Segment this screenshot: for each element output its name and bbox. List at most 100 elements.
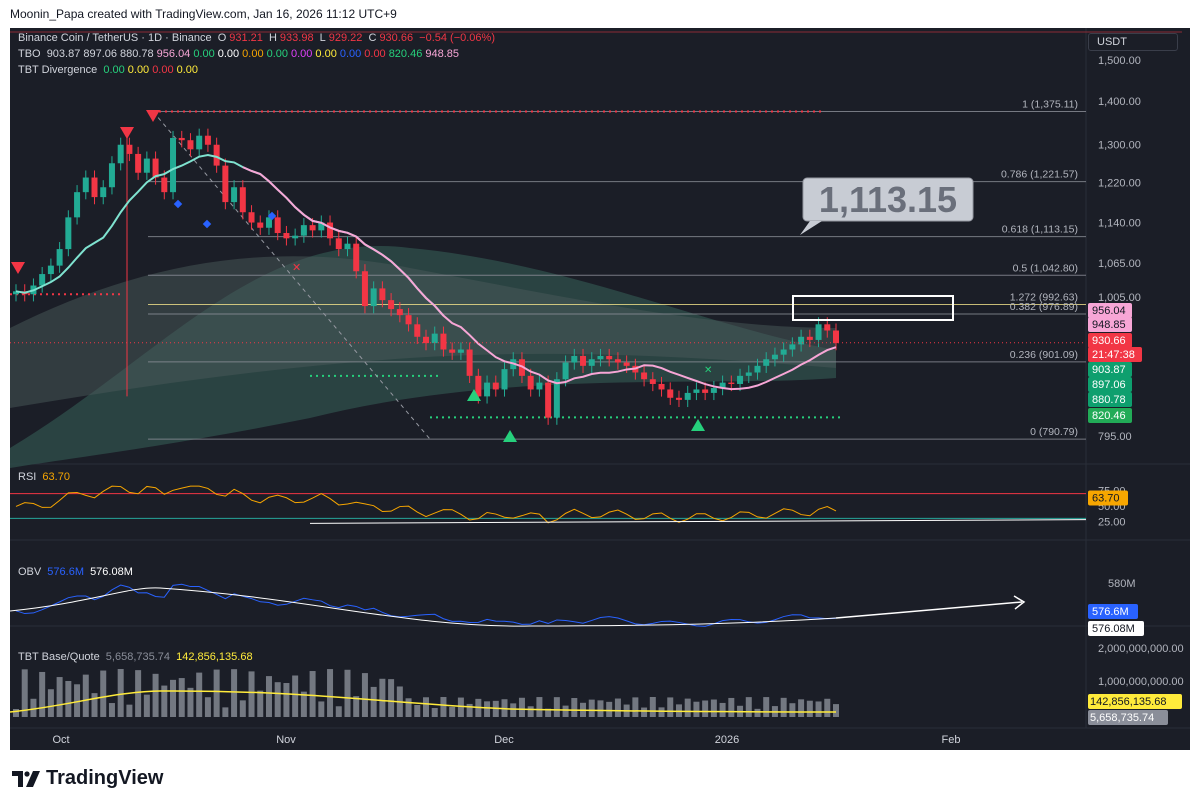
candle-body: [39, 274, 46, 286]
candle-body: [457, 349, 464, 353]
candle-body: [353, 243, 360, 272]
candle-body: [449, 349, 456, 353]
candle-body: [833, 330, 839, 344]
candle-body: [580, 355, 587, 366]
price-tag: 820.46: [1088, 408, 1132, 423]
candle-body: [675, 397, 682, 400]
buy-triangle-marker: [691, 419, 705, 431]
volume-bar: [344, 669, 351, 717]
candle-body: [135, 153, 142, 173]
volume-value: 5,658,735.74: [105, 651, 171, 663]
divergence-name: TBT Divergence: [18, 64, 98, 76]
diamond-marker: [267, 211, 277, 221]
price-tag: 903.87: [1088, 362, 1132, 377]
candle-body: [283, 233, 290, 239]
volume-bar: [658, 707, 665, 717]
volume-bar: [440, 697, 447, 717]
volume-bar: [248, 671, 255, 717]
candle-body: [492, 382, 499, 390]
buy-triangle-marker: [467, 389, 481, 401]
candle-body: [327, 222, 334, 239]
candle-body: [728, 382, 735, 384]
rsi-line: [15, 485, 837, 524]
fib-level-label: 0.5 (1,042.80): [1013, 262, 1078, 274]
price-axis-tick: 1,300.00: [1098, 140, 1141, 152]
candle-body: [754, 365, 761, 373]
candle-body: [379, 288, 386, 301]
candle-body: [65, 217, 72, 250]
price-tag-bg: [1088, 347, 1142, 362]
candle-body: [719, 382, 726, 389]
volume-bar: [82, 674, 89, 717]
volume-ma-tag: [1088, 694, 1182, 709]
cross-marker: ✕: [292, 261, 301, 274]
volume-bar: [204, 697, 211, 717]
candle-body: [789, 344, 796, 350]
volume-bar: [702, 700, 709, 717]
obv-ma-line: [10, 587, 837, 627]
tbo-value: 0.00: [339, 48, 362, 60]
chart-frame[interactable]: 1 (1,375.11) 0.786 (1,221.57) 0.618 (1,113…: [10, 28, 1190, 750]
ohlc-close: 930.66: [379, 32, 414, 44]
volume-bar: [135, 670, 142, 717]
price-tag-bg: [1088, 377, 1132, 392]
volume-bar: [117, 669, 124, 717]
volume-bar: [143, 694, 150, 717]
x-axis-label: Dec: [494, 734, 514, 746]
candle-body: [257, 222, 264, 228]
divergence-value: 0.00: [176, 64, 199, 76]
candle-body: [74, 192, 81, 218]
fib-level-label: 0.786 (1,221.57): [1001, 169, 1078, 181]
fib-level-label: 0.236 (901.09): [1010, 349, 1078, 361]
candle-body: [553, 379, 560, 418]
volume-bar: [780, 697, 787, 717]
volume-bar: [405, 698, 412, 717]
currency-selector[interactable]: USDT: [1088, 33, 1178, 51]
volume-bar: [379, 678, 386, 717]
candle-body: [815, 324, 822, 340]
footer: TradingView: [0, 750, 1200, 807]
price-axis-tick: 1,500.00: [1098, 55, 1141, 67]
volume-bar: [545, 708, 552, 717]
volume-bar: [47, 689, 54, 717]
tbo-value: 820.46: [388, 48, 423, 60]
candle-body: [91, 177, 98, 198]
volume-bar: [510, 703, 517, 717]
volume-bar: [728, 697, 735, 717]
price-tag-text: 956.04: [1092, 305, 1126, 317]
candle-body: [527, 375, 534, 390]
rsi-trendline: [309, 519, 1087, 524]
candle-body: [763, 359, 770, 366]
chart-canvas[interactable]: 1 (1,375.11) 0.786 (1,221.57) 0.618 (1,113…: [10, 28, 1190, 750]
candle-body: [292, 235, 299, 239]
volume-bar: [588, 699, 595, 717]
price-axis-tick: 1,005.00: [1098, 292, 1141, 304]
price-axis-tick: 1,400.00: [1098, 96, 1141, 108]
obv-arrow-head: [1013, 595, 1026, 610]
fib-level-label: 0.618 (1,113.15): [1002, 224, 1078, 236]
obv-name: OBV: [18, 566, 42, 578]
candle-body: [388, 300, 395, 310]
candle-body: [187, 140, 194, 150]
candle-body: [361, 271, 368, 307]
x-axis-label: Nov: [276, 734, 296, 746]
price-tag-text: 880.78: [1092, 394, 1126, 406]
volume-bar: [161, 685, 168, 717]
candle-body: [597, 355, 604, 360]
volume-bar: [30, 698, 37, 717]
volume-bar: [213, 669, 220, 717]
candle-body: [108, 163, 115, 188]
divergence-legend: TBT Divergence 0.00 0.00 0.00 0.00: [18, 64, 201, 76]
candle-body: [702, 389, 709, 393]
candle-body: [152, 158, 159, 178]
candle-body: [335, 238, 342, 250]
volume-bar: [815, 701, 822, 717]
price-callout-text: 1,113.15: [819, 179, 957, 220]
candle-body: [82, 177, 89, 193]
volume-bar: [763, 697, 770, 717]
price-callout-pointer: [800, 221, 822, 235]
candle-body: [300, 225, 307, 236]
candle-body: [745, 372, 752, 376]
price-tag: 21:47:38: [1088, 347, 1142, 362]
price-tag-text: 930.66: [1092, 335, 1126, 347]
